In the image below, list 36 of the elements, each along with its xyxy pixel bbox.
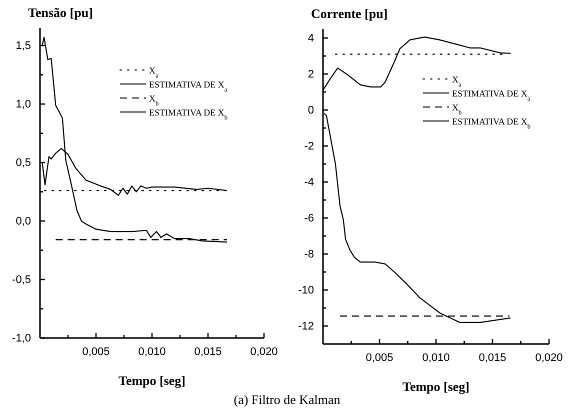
- y-axis-title: Tensão [pu]: [28, 5, 93, 20]
- x-axis-title: Tempo [seg]: [402, 379, 470, 394]
- y-tick-label: -1,0: [12, 332, 31, 345]
- y-tick-label: 1,5: [16, 40, 31, 52]
- y-tick-label: -0,5: [12, 274, 31, 286]
- y-tick-label: -6: [304, 212, 314, 225]
- y-tick-label: 0,0: [16, 216, 31, 228]
- y-tick-label: 4: [308, 32, 314, 45]
- x-tick-label: 0,010: [422, 352, 450, 364]
- y-tick-label: 2: [308, 68, 314, 81]
- text: (a) Filtro de Kalman: [234, 392, 341, 407]
- y-tick-label: -8: [304, 248, 314, 261]
- y-tick-label: -2: [304, 140, 314, 153]
- x-tick-label: 0,005: [82, 346, 110, 358]
- y-tick-label: -12: [298, 320, 314, 333]
- x-tick-label: 0,015: [478, 352, 506, 364]
- legend-label: X$_{b}$: [452, 102, 462, 116]
- legend-label: ESTIMATIVA DE X$_{b}$: [452, 116, 530, 130]
- y-tick-label: -10: [298, 284, 314, 297]
- x-tick-label: 0,005: [366, 352, 394, 364]
- y-tick-label: 0,5: [16, 157, 31, 170]
- x-tick-label: 0,010: [138, 346, 166, 358]
- y-axis-title: Corrente [pu]: [311, 6, 388, 21]
- x-tick-label: 0,020: [535, 352, 563, 364]
- x-tick-label: 0,020: [250, 346, 278, 358]
- legend-label: X$_{a}$: [452, 74, 462, 88]
- x-axis-title: Tempo [seg]: [118, 373, 186, 388]
- legend-label: X$_{a}$: [149, 66, 158, 79]
- y-tick-label: -4: [304, 176, 314, 189]
- legend-label: X$_{b}$: [149, 94, 159, 107]
- legend-label: ESTIMATIVA DE X$_{b}$: [149, 108, 228, 121]
- legend-label: ESTIMATIVA DE X$_{a}$: [149, 80, 228, 93]
- y-tick-label: 1,0: [16, 98, 31, 111]
- legend-label: ESTIMATIVA DE X$_{a}$: [452, 88, 530, 102]
- x-tick-label: 0,015: [194, 346, 222, 358]
- y-tick-label: 0: [308, 104, 314, 117]
